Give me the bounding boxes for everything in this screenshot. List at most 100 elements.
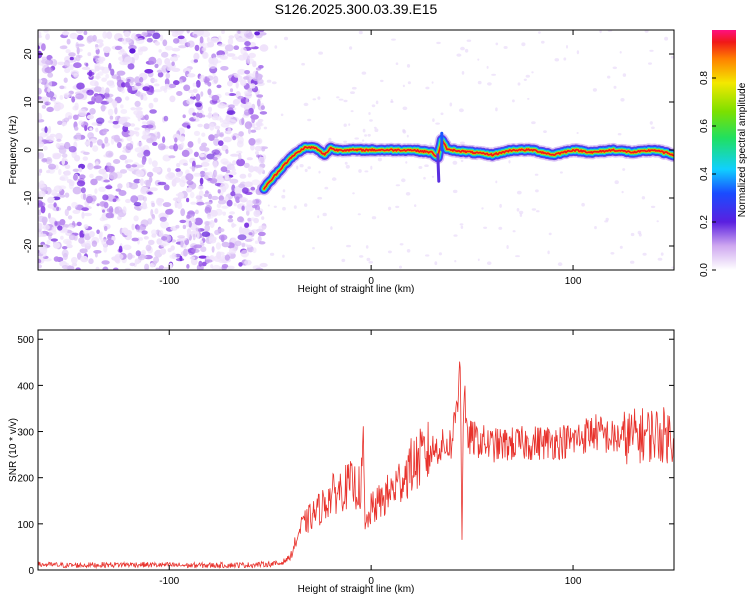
noise-speck (169, 95, 176, 103)
noise-speck (183, 248, 188, 257)
noise-speck (156, 131, 161, 139)
noise-speck (83, 212, 93, 217)
x-tick-label: 0 (368, 576, 374, 587)
noise-speck (345, 164, 350, 169)
noise-speck (106, 239, 115, 246)
noise-speck (518, 210, 524, 215)
noise-speck (245, 204, 255, 212)
noise-speck (244, 181, 253, 188)
noise-speck (576, 132, 579, 134)
noise-speck (187, 40, 195, 48)
noise-speck (68, 52, 76, 57)
noise-speck (249, 42, 256, 48)
noise-speck (405, 161, 408, 164)
noise-speck (477, 258, 480, 262)
noise-speck (38, 258, 42, 264)
noise-speck (96, 117, 105, 124)
noise-speck (183, 162, 188, 166)
noise-speck (257, 169, 262, 175)
noise-speck (41, 56, 47, 61)
noise-speck (139, 76, 144, 83)
noise-speck (343, 140, 347, 143)
noise-speck (193, 151, 199, 157)
y-tick-label: 100 (17, 520, 34, 531)
noise-speck (173, 80, 180, 86)
noise-speck (216, 203, 222, 209)
noise-speck (112, 124, 121, 129)
noise-speck (259, 262, 268, 268)
noise-speck (407, 81, 411, 85)
noise-speck (248, 52, 256, 59)
noise-speck (250, 114, 259, 120)
noise-speck (171, 252, 177, 260)
noise-speck (192, 82, 197, 87)
noise-speck (199, 177, 204, 185)
noise-speck (84, 125, 88, 132)
noise-speck (375, 100, 379, 105)
noise-speck (95, 266, 100, 270)
noise-speck (71, 256, 78, 264)
noise-speck (261, 216, 265, 220)
noise-speck (59, 45, 68, 50)
y-tick-label: 300 (17, 428, 34, 439)
noise-speck (156, 58, 163, 66)
noise-speck (188, 220, 192, 228)
noise-speck (271, 81, 277, 85)
noise-speck (196, 264, 204, 270)
noise-speck (55, 102, 65, 110)
noise-speck (175, 168, 181, 173)
noise-speck (82, 230, 89, 235)
noise-speck (59, 194, 66, 198)
noise-speck (434, 261, 438, 266)
snr-x-label: Height of straight line (km) (298, 584, 415, 595)
noise-speck (227, 80, 233, 87)
noise-speck (120, 109, 128, 114)
noise-speck (391, 38, 396, 41)
noise-speck (234, 33, 240, 39)
noise-speck (218, 234, 228, 241)
noise-speck (219, 117, 224, 123)
noise-speck (460, 46, 465, 51)
noise-speck (456, 53, 462, 57)
noise-speck (93, 250, 102, 254)
noise-speck (438, 252, 442, 256)
noise-speck (107, 108, 114, 116)
noise-speck (200, 91, 204, 97)
noise-speck (358, 30, 363, 35)
noise-speck (182, 114, 186, 119)
noise-speck (228, 104, 235, 109)
noise-speck (77, 252, 82, 260)
noise-speck (93, 86, 103, 93)
noise-speck (232, 135, 237, 141)
noise-speck (146, 37, 153, 43)
noise-speck (91, 195, 97, 202)
noise-speck (99, 66, 105, 71)
noise-speck (240, 249, 249, 258)
noise-speck (425, 254, 430, 257)
noise-speck (134, 127, 140, 131)
noise-speck (81, 207, 89, 212)
noise-speck (258, 65, 264, 69)
noise-speck (213, 160, 218, 169)
noise-speck (219, 131, 225, 138)
noise-speck (208, 134, 215, 142)
noise-speck (72, 85, 77, 90)
noise-speck (221, 265, 227, 270)
noise-speck (159, 216, 167, 222)
noise-speck (38, 209, 42, 216)
noise-speck (243, 90, 252, 96)
colorbar-tick-label: 0.8 (699, 71, 710, 85)
noise-speck (152, 141, 158, 146)
noise-speck (630, 232, 635, 237)
noise-speck (144, 130, 150, 137)
noise-speck (282, 206, 286, 211)
noise-speck (148, 102, 154, 109)
noise-speck (228, 215, 233, 219)
noise-speck (107, 120, 114, 124)
noise-speck (486, 261, 492, 266)
spectrogram-y-label: Frequency (Hz) (8, 116, 19, 185)
noise-speck (203, 193, 209, 198)
noise-speck (227, 127, 232, 135)
noise-speck (224, 44, 234, 52)
noise-speck (258, 225, 267, 230)
